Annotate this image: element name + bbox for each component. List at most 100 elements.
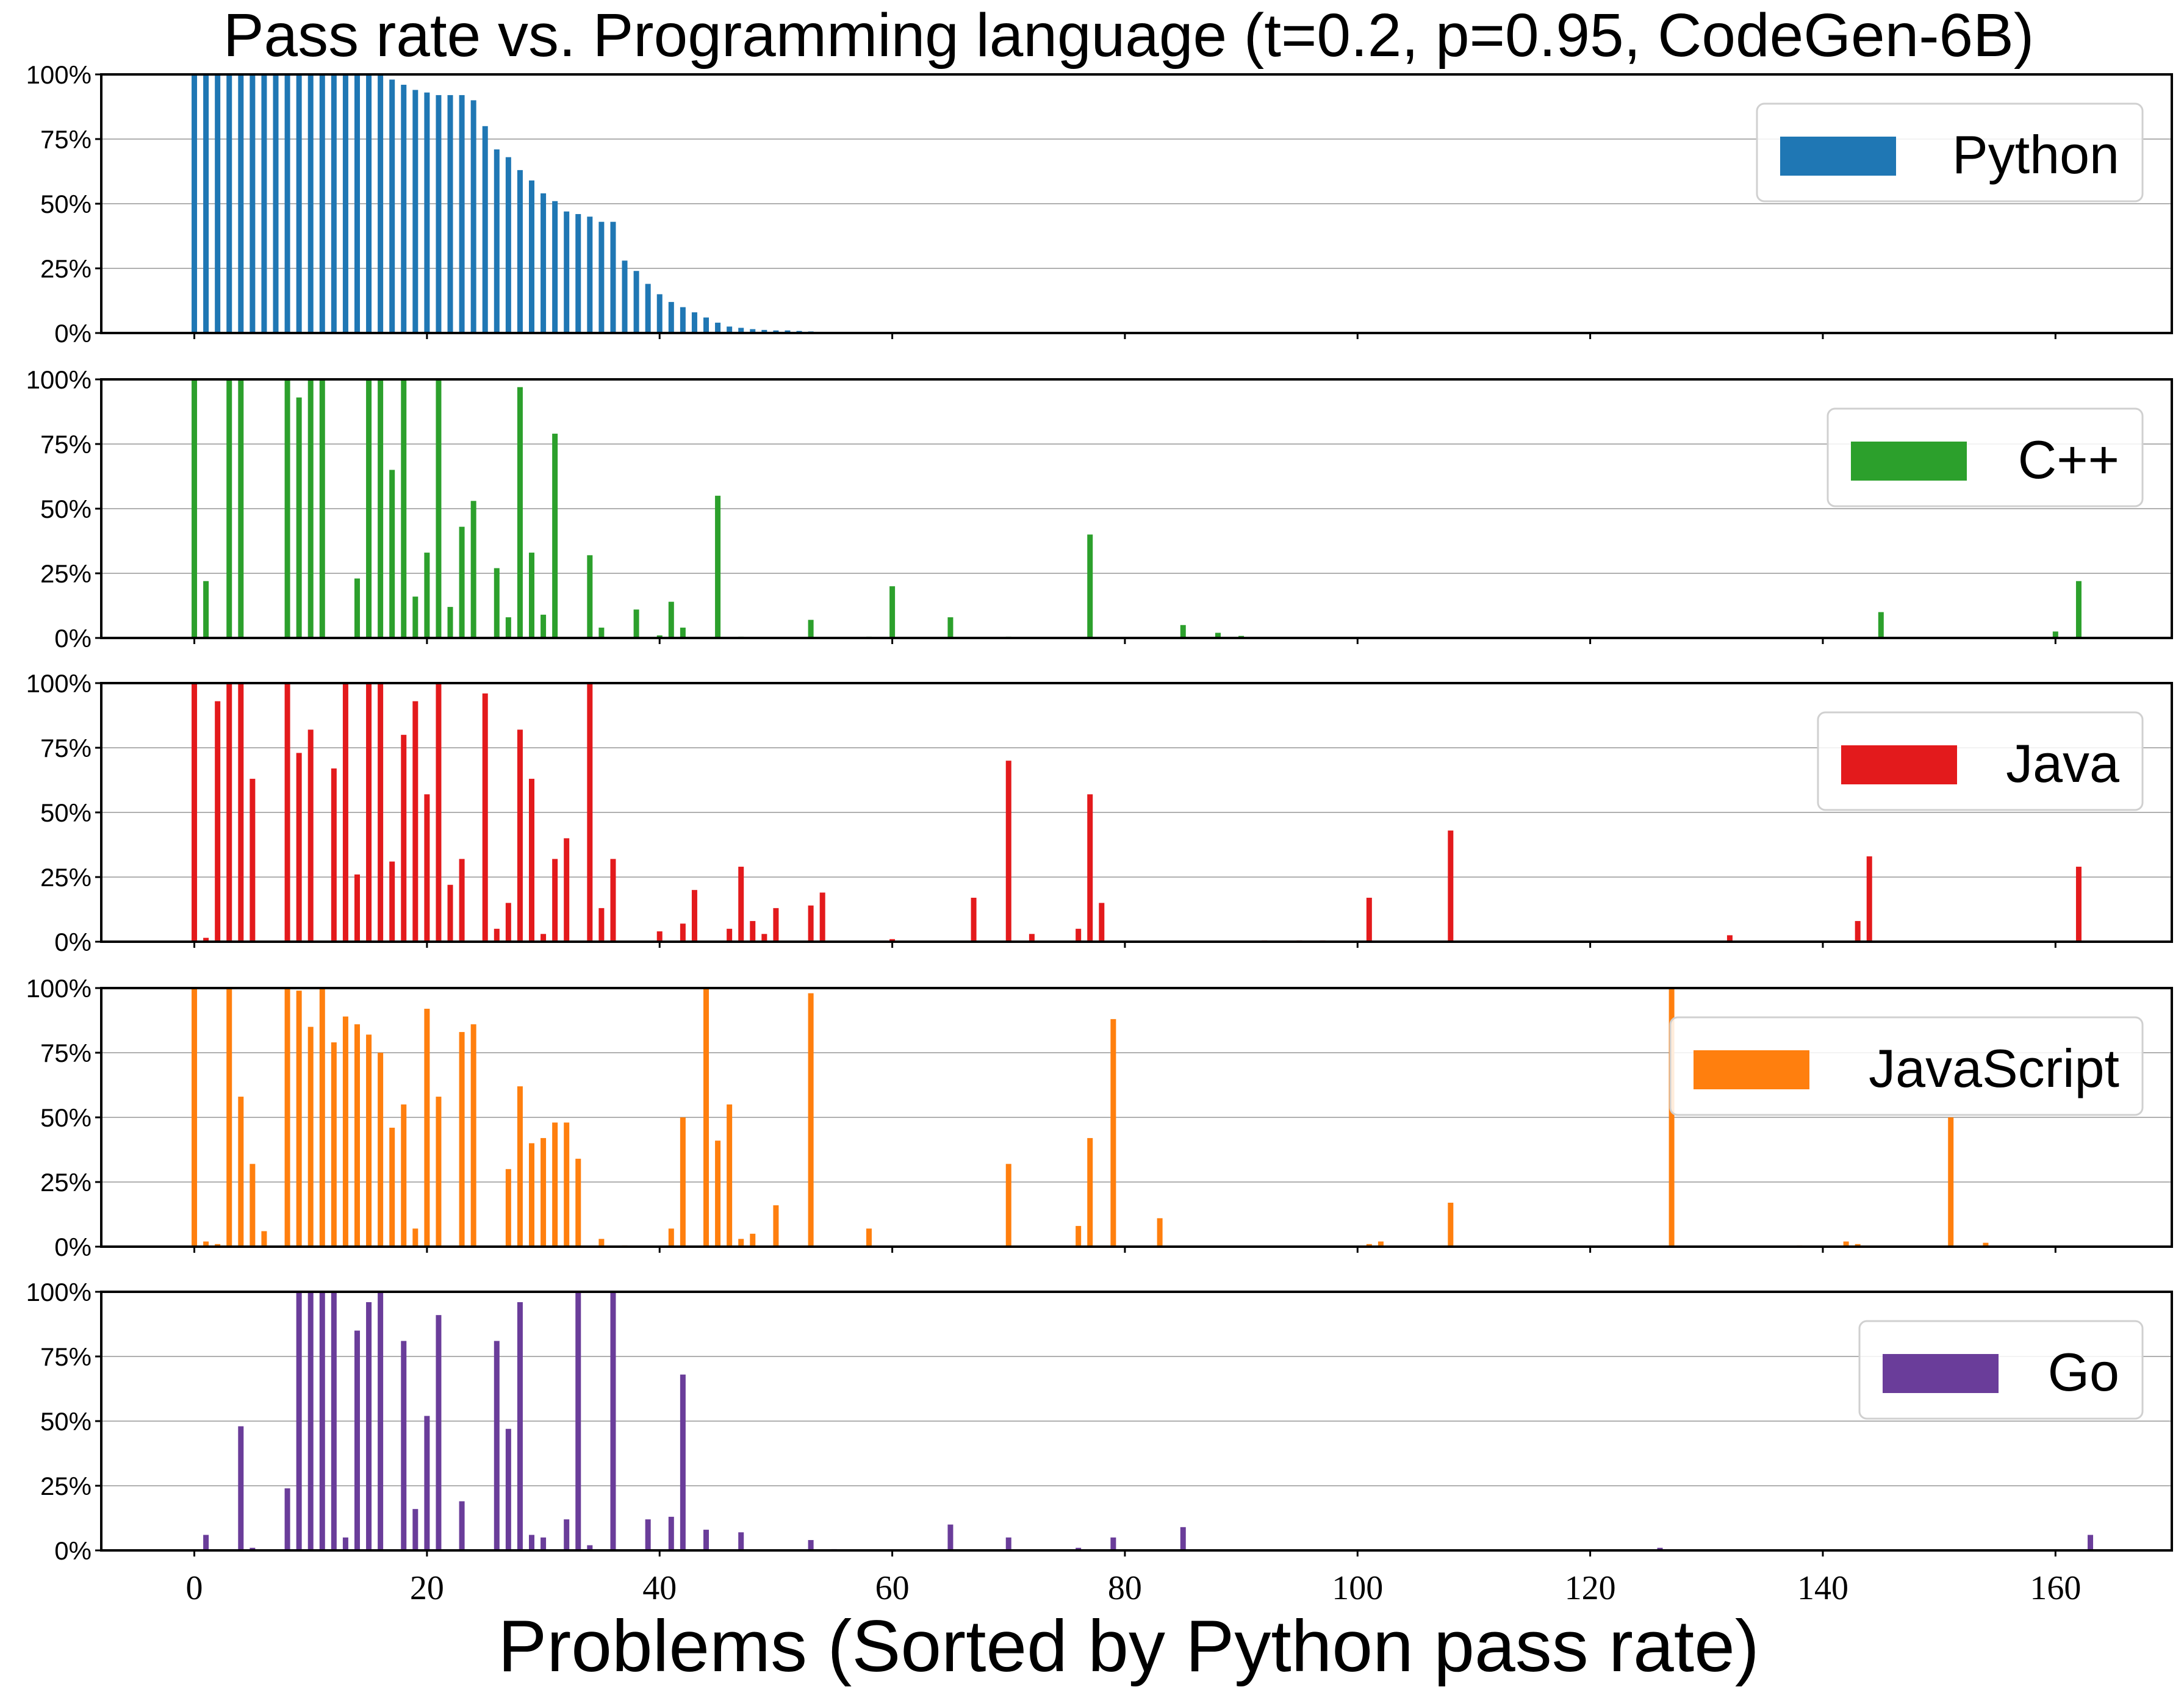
bar-go-16	[378, 1292, 384, 1550]
bar-cpp-162	[2075, 581, 2082, 638]
y-tick-label: 25%	[40, 559, 92, 588]
legend-label-java: Java	[2006, 733, 2119, 793]
bar-javascript-32	[564, 1122, 570, 1247]
bar-javascript-13	[342, 1016, 348, 1247]
bar-go-47	[738, 1532, 744, 1550]
bar-python-41	[668, 302, 674, 333]
bar-go-70	[1005, 1537, 1011, 1550]
bar-python-33	[575, 213, 581, 333]
legend-swatch-javascript	[1694, 1050, 1809, 1089]
bar-javascript-101	[1366, 1244, 1372, 1247]
y-tick-label: 50%	[40, 190, 92, 218]
bar-go-19	[412, 1509, 418, 1550]
bar-go-26	[494, 1341, 500, 1550]
bar-cpp-17	[389, 470, 395, 638]
bar-javascript-58	[866, 1228, 872, 1247]
x-tick-label: 120	[1565, 1569, 1616, 1607]
bar-javascript-11	[319, 988, 325, 1247]
bar-java-72	[1029, 934, 1035, 942]
bar-cpp-20	[424, 553, 430, 638]
bar-python-37	[622, 260, 628, 333]
bar-java-42	[680, 923, 686, 942]
bar-python-31	[552, 201, 558, 333]
bar-python-39	[645, 284, 651, 333]
bar-javascript-46	[727, 1104, 733, 1247]
bar-java-76	[1076, 928, 1082, 942]
bar-python-6	[261, 74, 267, 333]
bar-go-5	[250, 1547, 256, 1550]
bar-cpp-40	[656, 635, 663, 638]
bar-java-31	[552, 859, 558, 942]
bar-javascript-47	[738, 1239, 744, 1247]
bar-javascript-31	[552, 1122, 558, 1247]
bar-javascript-44	[703, 988, 709, 1247]
bar-python-46	[727, 326, 733, 333]
bar-java-9	[296, 753, 302, 942]
bar-java-15	[366, 683, 372, 942]
legend-go: Go	[1858, 1320, 2144, 1420]
bar-python-17	[389, 79, 395, 334]
y-tick-label: 75%	[40, 1342, 92, 1371]
bar-cpp-24	[470, 501, 476, 638]
bar-go-126	[1657, 1547, 1663, 1550]
bar-python-12	[331, 74, 337, 333]
bar-java-29	[528, 778, 534, 942]
bar-javascript-21	[436, 1097, 442, 1247]
bar-javascript-142	[1843, 1241, 1849, 1247]
bar-python-22	[447, 95, 453, 334]
bar-java-144	[1866, 856, 1872, 942]
bar-java-4	[238, 683, 244, 942]
bar-java-67	[971, 897, 977, 942]
bar-cpp-3	[226, 379, 232, 638]
bar-go-32	[564, 1519, 570, 1550]
bar-python-50	[773, 330, 779, 333]
bar-go-36	[610, 1292, 616, 1550]
bar-javascript-35	[598, 1239, 605, 1247]
bar-java-5	[250, 778, 256, 942]
bar-cpp-11	[319, 379, 325, 638]
bar-cpp-4	[238, 379, 244, 638]
bar-javascript-10	[307, 1026, 314, 1247]
bar-javascript-1	[203, 1241, 209, 1247]
bar-java-70	[1005, 761, 1011, 942]
bar-cpp-14	[354, 578, 360, 638]
bar-python-4	[238, 74, 244, 333]
bar-cpp-31	[552, 434, 558, 638]
bar-python-34	[587, 217, 593, 333]
bar-python-20	[424, 92, 430, 333]
bar-go-34	[587, 1545, 593, 1550]
bar-cpp-38	[633, 609, 639, 638]
bar-javascript-50	[773, 1205, 779, 1247]
bar-java-162	[2075, 867, 2082, 942]
y-tick-label: 25%	[40, 254, 92, 283]
y-tick-label: 100%	[26, 669, 92, 698]
bar-python-21	[436, 95, 442, 334]
bar-python-8	[284, 74, 290, 333]
bar-go-44	[703, 1530, 709, 1550]
panel-frame-python	[100, 73, 2173, 334]
bar-java-47	[738, 867, 744, 942]
bar-javascript-18	[401, 1104, 407, 1247]
bar-cpp-15	[366, 379, 372, 638]
bar-java-43	[691, 890, 697, 942]
bar-python-24	[470, 100, 476, 333]
bar-javascript-16	[378, 1053, 384, 1247]
bar-python-13	[342, 74, 348, 333]
y-tick-label: 75%	[40, 125, 92, 154]
bar-python-25	[482, 126, 488, 334]
bar-java-60	[889, 939, 896, 942]
bar-go-8	[284, 1488, 290, 1550]
bar-javascript-41	[668, 1228, 674, 1247]
bar-cpp-29	[528, 553, 534, 638]
panel-go: 0% 25% 50% 75% 100% Go	[26, 1278, 2173, 1565]
bar-python-16	[378, 74, 384, 333]
y-tick-label: 50%	[40, 798, 92, 827]
legend-label-javascript: JavaScript	[1869, 1038, 2119, 1098]
y-tick-label: 100%	[26, 974, 92, 1003]
x-tick-label: 0	[186, 1569, 203, 1607]
y-tick-label: 100%	[26, 1278, 92, 1306]
bar-cpp-45	[715, 495, 721, 638]
legend-box	[1827, 407, 2144, 507]
bar-go-9	[296, 1292, 302, 1550]
